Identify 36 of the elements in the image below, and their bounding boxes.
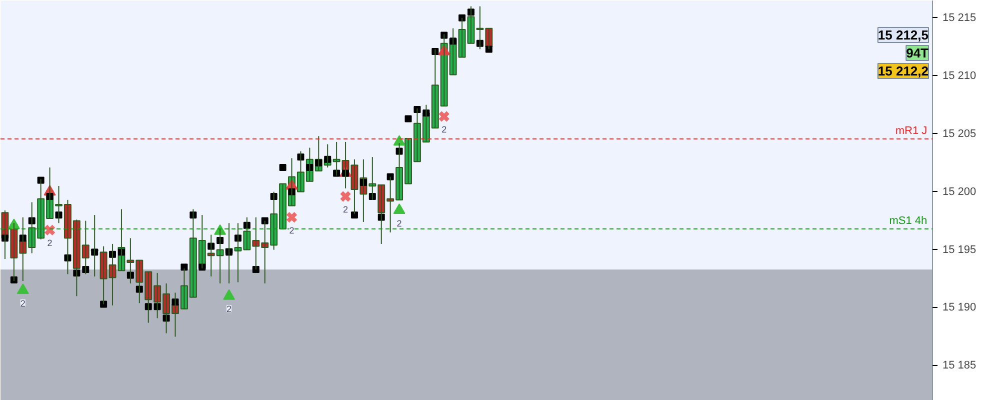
point (393, 135, 406, 146)
point (261, 217, 268, 224)
y-tick-label: 15 195 (942, 244, 976, 256)
y-tick-label: 15 210 (942, 70, 976, 82)
point (404, 115, 412, 122)
point (350, 211, 358, 218)
ref-line-label: mR1 J (895, 124, 928, 137)
annotation: 94T (906, 46, 929, 60)
text: 2 (396, 218, 402, 228)
series-label: 2 (442, 124, 447, 134)
y-tick-label: 15 200 (942, 186, 976, 198)
ref-line-label: mS1 4h (889, 214, 928, 227)
point (438, 110, 450, 122)
point (279, 164, 286, 171)
point (16, 284, 29, 294)
y-tick-label: 15 205 (942, 128, 976, 140)
point (44, 224, 56, 236)
point (286, 211, 298, 224)
point (100, 300, 108, 308)
annotation: 15 212,5 (878, 28, 929, 42)
y-tick-label: 15 190 (942, 302, 976, 314)
point (386, 173, 394, 180)
point (340, 190, 352, 202)
annotation: 15 212,2 (878, 64, 929, 78)
point (393, 204, 406, 214)
text: 2 (47, 238, 52, 248)
point (458, 14, 466, 22)
series-label: 2 (226, 304, 232, 314)
text: 2 (20, 298, 26, 308)
point (485, 46, 492, 53)
text: 2 (289, 225, 294, 236)
y-tick-label: 15 185 (942, 360, 976, 372)
text: 2 (343, 204, 348, 214)
point (252, 266, 260, 273)
point (180, 264, 188, 271)
y-tick-label: 15 215 (942, 12, 976, 24)
